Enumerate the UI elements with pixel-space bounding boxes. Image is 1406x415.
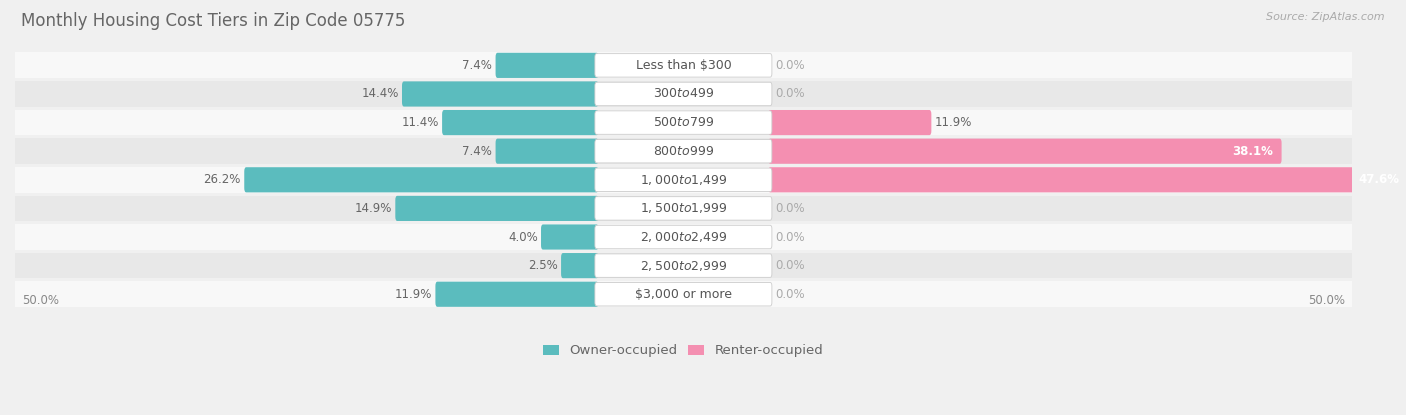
Text: Monthly Housing Cost Tiers in Zip Code 05775: Monthly Housing Cost Tiers in Zip Code 0… [21, 12, 405, 30]
Text: 0.0%: 0.0% [776, 259, 806, 272]
Legend: Owner-occupied, Renter-occupied: Owner-occupied, Renter-occupied [538, 339, 828, 363]
Text: 0.0%: 0.0% [776, 88, 806, 100]
FancyBboxPatch shape [768, 110, 931, 135]
FancyBboxPatch shape [595, 111, 772, 134]
Bar [15, 110, 1351, 135]
FancyBboxPatch shape [495, 139, 599, 164]
FancyBboxPatch shape [541, 225, 599, 249]
FancyBboxPatch shape [595, 283, 772, 306]
FancyBboxPatch shape [561, 253, 599, 278]
Text: $1,000 to $1,499: $1,000 to $1,499 [640, 173, 727, 187]
Text: 2.5%: 2.5% [529, 259, 558, 272]
Text: 0.0%: 0.0% [776, 59, 806, 72]
Text: $800 to $999: $800 to $999 [652, 145, 714, 158]
Text: 50.0%: 50.0% [21, 294, 59, 307]
FancyBboxPatch shape [495, 53, 599, 78]
FancyBboxPatch shape [768, 139, 1282, 164]
FancyBboxPatch shape [595, 139, 772, 163]
Bar [15, 195, 1351, 221]
Text: 11.4%: 11.4% [401, 116, 439, 129]
Bar [15, 224, 1351, 250]
FancyBboxPatch shape [245, 167, 599, 193]
Bar [15, 253, 1351, 278]
FancyBboxPatch shape [768, 167, 1406, 193]
Text: 0.0%: 0.0% [776, 288, 806, 301]
Text: 14.4%: 14.4% [361, 88, 399, 100]
Bar [15, 138, 1351, 164]
FancyBboxPatch shape [436, 282, 599, 307]
Text: 11.9%: 11.9% [395, 288, 432, 301]
Text: 50.0%: 50.0% [1308, 294, 1346, 307]
FancyBboxPatch shape [595, 168, 772, 192]
Text: $300 to $499: $300 to $499 [652, 88, 714, 100]
Text: $2,000 to $2,499: $2,000 to $2,499 [640, 230, 727, 244]
FancyBboxPatch shape [402, 81, 599, 107]
FancyBboxPatch shape [595, 54, 772, 77]
FancyBboxPatch shape [595, 225, 772, 249]
Text: $500 to $799: $500 to $799 [652, 116, 714, 129]
Text: 14.9%: 14.9% [354, 202, 392, 215]
FancyBboxPatch shape [595, 197, 772, 220]
Text: 7.4%: 7.4% [463, 145, 492, 158]
Text: 47.6%: 47.6% [1358, 173, 1400, 186]
Text: Less than $300: Less than $300 [636, 59, 731, 72]
Text: $1,500 to $1,999: $1,500 to $1,999 [640, 201, 727, 215]
Text: 38.1%: 38.1% [1232, 145, 1272, 158]
Bar [15, 52, 1351, 78]
Text: $3,000 or more: $3,000 or more [636, 288, 733, 301]
Bar [15, 167, 1351, 193]
Text: $2,500 to $2,999: $2,500 to $2,999 [640, 259, 727, 273]
Text: Source: ZipAtlas.com: Source: ZipAtlas.com [1267, 12, 1385, 22]
FancyBboxPatch shape [441, 110, 599, 135]
FancyBboxPatch shape [395, 196, 599, 221]
Text: 7.4%: 7.4% [463, 59, 492, 72]
Text: 0.0%: 0.0% [776, 202, 806, 215]
Bar [15, 81, 1351, 107]
Bar [15, 281, 1351, 307]
Text: 4.0%: 4.0% [508, 230, 537, 244]
Text: 11.9%: 11.9% [935, 116, 972, 129]
FancyBboxPatch shape [595, 254, 772, 277]
FancyBboxPatch shape [595, 82, 772, 106]
Text: 0.0%: 0.0% [776, 230, 806, 244]
Text: 26.2%: 26.2% [204, 173, 240, 186]
